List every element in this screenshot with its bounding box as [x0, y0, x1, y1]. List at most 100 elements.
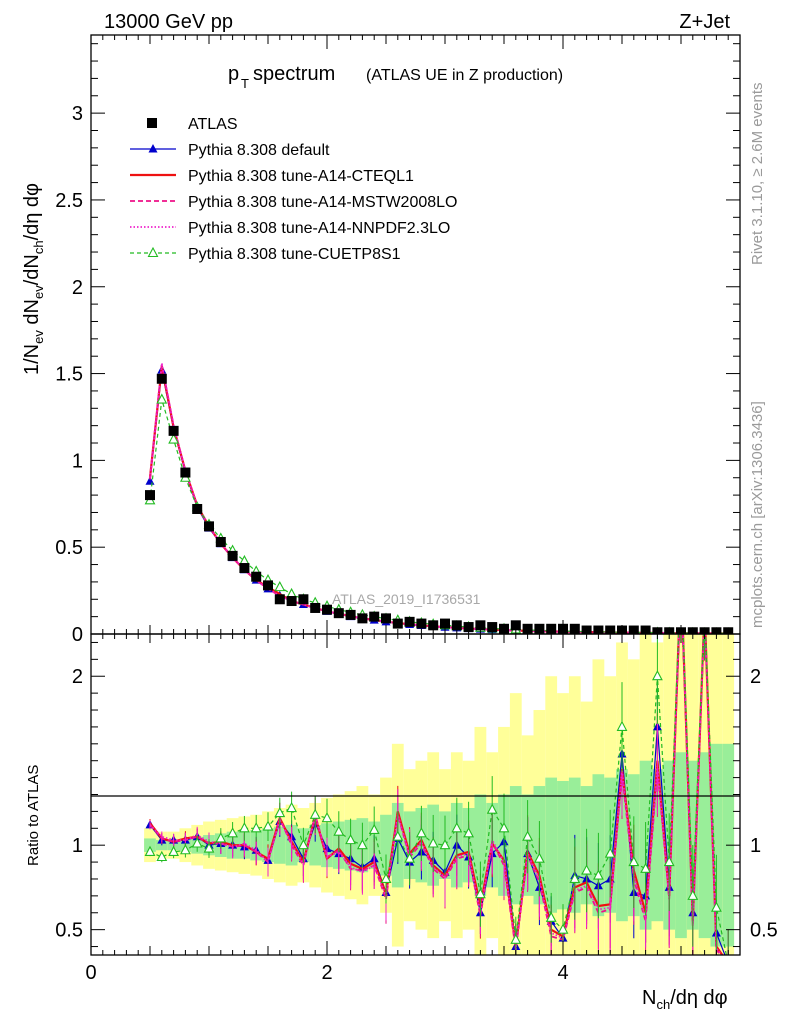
main-data-point [475, 620, 486, 631]
ratio-marker-cuetp [545, 911, 557, 922]
ratio-marker-cuetp [179, 844, 191, 855]
main-data-point [428, 620, 439, 631]
main-data-point [192, 503, 203, 514]
ratio-marker-cuetp [356, 839, 368, 850]
ratio-marker-cuetp [510, 933, 522, 944]
ratio-marker-cuetp [724, 958, 733, 967]
legend-label-default: Pythia 8.308 default [188, 142, 330, 159]
main-data-point [333, 608, 344, 619]
ratio-panel-series [144, 570, 733, 967]
ratio-marker-cuetp [321, 811, 333, 823]
main-data-point [522, 623, 533, 634]
ratio-marker-cuetp [238, 822, 250, 833]
main-data-point [487, 622, 498, 633]
title-subscript: T [241, 76, 249, 91]
ratio-marker-cuetp [463, 827, 475, 838]
ratio-marker-cuetp [677, 570, 686, 579]
main-data-point [569, 623, 580, 634]
ratio-marker-cuetp [168, 845, 180, 856]
mcplots-label: mcplots.cern.ch [arXiv:1306.3436] [749, 401, 766, 628]
energy-label: 13000 GeV pp [104, 11, 233, 33]
main-data-point [168, 425, 179, 436]
ratio-marker-cuetp [439, 839, 451, 850]
main-data-point [239, 563, 250, 574]
main-data-point [204, 521, 214, 532]
main-data-point [322, 604, 332, 615]
main-data-point [381, 613, 391, 624]
main-data-point [392, 618, 403, 629]
main-data-point [357, 613, 368, 624]
ratio-marker-cuetp [250, 822, 262, 833]
main-data-point [298, 594, 309, 605]
legend-marker-default [148, 144, 158, 153]
ratio-marker-cuetp [604, 847, 616, 858]
ratio-marker-cuetp [569, 872, 581, 884]
ratio-marker-cuetp [309, 808, 321, 819]
ratio-marker-cuetp [392, 830, 404, 841]
ratio-marker-cuetp [486, 803, 498, 814]
ratio-band-green [509, 786, 522, 905]
ratio-marker-cuetp [557, 923, 569, 934]
main-data-point [156, 373, 167, 384]
ratio-band-green [309, 824, 322, 866]
x-tick-label: 4 [557, 962, 568, 984]
main-y-tick-label: 0 [72, 624, 83, 646]
ratio-band-green [698, 752, 711, 939]
x-tick-label: 2 [321, 962, 332, 984]
ratio-y-tick-label-right: 0.5 [750, 920, 778, 942]
main-data-point [251, 571, 262, 582]
plot-title: p T spectrum (ATLAS UE in Z production) [228, 63, 563, 91]
legend-label-nnpdf: Pythia 8.308 tune-A14-NNPDF2.3LO [188, 220, 450, 237]
main-data-point [145, 490, 155, 501]
ratio-marker-default [700, 604, 709, 613]
ratio-marker-cuetp [262, 820, 274, 831]
main-data-point [274, 594, 285, 605]
title-p: p [228, 63, 239, 85]
main-data-point [369, 611, 380, 622]
ratio-marker-cuetp [687, 889, 699, 900]
axis-tick-labels: 00.511.522.530.5 0.51 12 20 2 4 [55, 103, 778, 984]
ratio-band-green [144, 838, 156, 852]
ratio-marker-cuetp [274, 806, 286, 818]
x-tick-label: 0 [85, 962, 96, 984]
main-data-point [345, 609, 356, 620]
ratio-marker-cuetp [156, 850, 168, 862]
main-data-point [310, 602, 321, 613]
ratio-band-green [710, 743, 723, 947]
ratio-marker-cuetp [710, 901, 722, 912]
main-data-point [534, 623, 545, 634]
ratio-band-green [273, 826, 286, 864]
ratio-marker-cuetp [663, 855, 675, 867]
ratio-marker-cuetp [427, 837, 439, 848]
main-y-tick-label: 0.5 [55, 537, 83, 559]
ratio-marker-cuetp [700, 604, 709, 613]
ratio-marker-cuetp [451, 822, 463, 833]
ratio-y-tick-label: 0.5 [55, 920, 83, 942]
ratio-marker-cuetp [533, 852, 545, 863]
ratio-marker-cuetp [380, 872, 392, 884]
ratio-marker-cuetp [297, 839, 309, 850]
ratio-y-tick-label: 1 [72, 835, 83, 857]
ratio-marker-cuetp [333, 825, 345, 836]
main-data-point [546, 623, 557, 634]
main-data-point [416, 618, 427, 629]
ratio-marker-cuetp [368, 823, 380, 835]
ratio-series-line-nnpdf [149, 634, 723, 955]
axis-ticks [90, 35, 741, 955]
ratio-marker-cuetp [215, 832, 227, 843]
ratio-marker-cuetp [415, 827, 427, 838]
legend-marker-cuetp [147, 246, 159, 258]
ratio-marker-cuetp [227, 827, 239, 838]
ratio-marker-cuetp [522, 830, 534, 841]
main-data-point [510, 620, 521, 631]
main-marker-cuetp [156, 393, 168, 404]
main-y-tick-label: 1.5 [55, 364, 83, 386]
ratio-marker-cuetp [345, 833, 357, 845]
ratio-marker-cuetp [144, 845, 156, 856]
main-data-point [263, 580, 273, 591]
ratio-band-green [675, 752, 687, 939]
ratio-band-green [474, 794, 487, 896]
ratio-band-green [651, 769, 664, 922]
ratio-marker-cuetp [581, 864, 593, 875]
